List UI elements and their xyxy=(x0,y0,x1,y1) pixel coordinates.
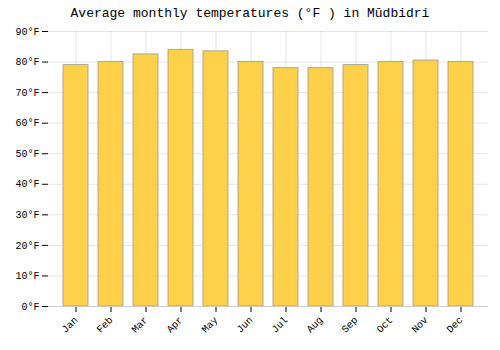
svg-text:Oct: Oct xyxy=(375,315,396,336)
svg-text:70°F: 70°F xyxy=(15,88,39,99)
svg-text:20°F: 20°F xyxy=(15,241,39,252)
html-text:Average monthly temperatures (: Average monthly temperatures (°F ) in Mū… xyxy=(70,6,430,21)
svg-text:10°F: 10°F xyxy=(15,271,39,282)
svg-text:Sep: Sep xyxy=(340,315,361,336)
svg-text:90°F: 90°F xyxy=(15,27,39,38)
svg-text:Aug: Aug xyxy=(305,315,326,336)
svg-text:80°F: 80°F xyxy=(15,57,39,68)
svg-text:Apr: Apr xyxy=(165,315,186,336)
svg-text:Nov: Nov xyxy=(410,315,431,336)
svg-text:30°F: 30°F xyxy=(15,210,39,221)
svg-text:Jan: Jan xyxy=(60,315,81,336)
svg-text:Mar: Mar xyxy=(130,315,151,336)
svg-text:Feb: Feb xyxy=(95,315,116,336)
svg-text:50°F: 50°F xyxy=(15,149,39,160)
svg-text:Jun: Jun xyxy=(235,315,256,336)
svg-text:60°F: 60°F xyxy=(15,118,39,129)
svg-text:40°F: 40°F xyxy=(15,179,39,190)
svg-text:May: May xyxy=(200,315,221,336)
svg-text:Dec: Dec xyxy=(445,315,466,336)
svg-text:0°F: 0°F xyxy=(21,302,39,313)
svg-text:Jul: Jul xyxy=(270,315,291,336)
